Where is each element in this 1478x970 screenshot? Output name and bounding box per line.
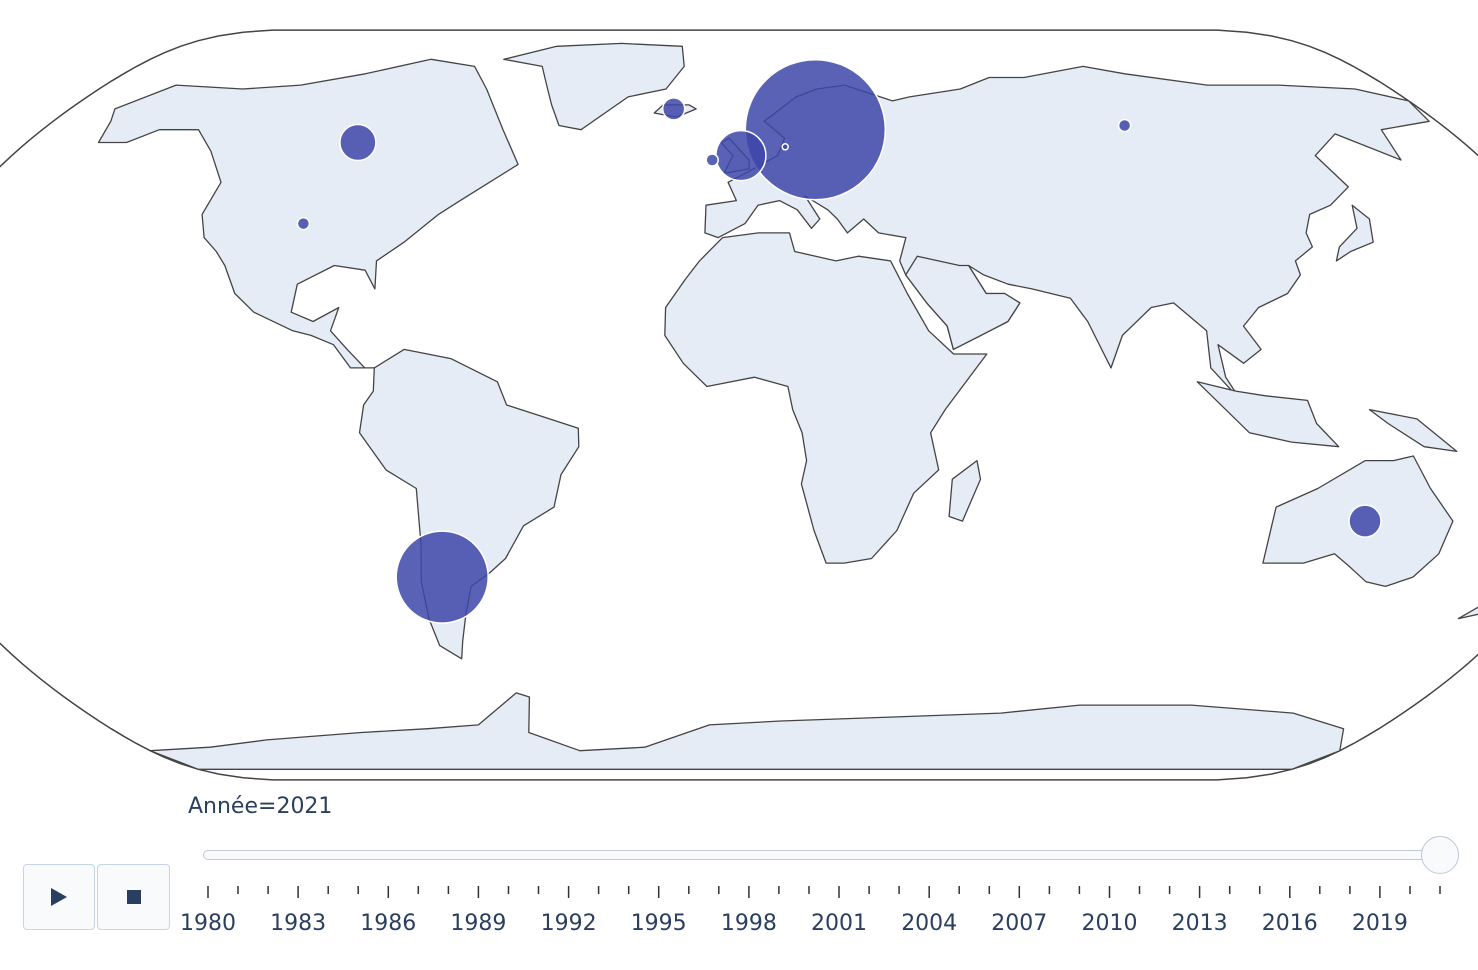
stop-button[interactable] <box>97 864 170 930</box>
slider-tick-label: 2016 <box>1262 911 1318 936</box>
marker-united-kingdom[interactable] <box>715 129 767 182</box>
africa-land <box>664 232 988 564</box>
marker-united-states[interactable] <box>296 216 311 231</box>
greenland-land <box>503 42 685 131</box>
marker-australia[interactable] <box>1348 504 1382 538</box>
slider-tick-label: 1998 <box>721 911 777 936</box>
slider-tick-label: 2007 <box>991 911 1047 936</box>
play-icon <box>51 888 67 906</box>
slider-tick-label: 2004 <box>901 911 957 936</box>
slider-current-label: Année=2021 <box>188 794 333 819</box>
slider-tick-label: 2010 <box>1082 911 1138 936</box>
eurasia-land <box>704 65 1430 402</box>
antarctica-land <box>149 692 1345 770</box>
slider-tick-label: 2013 <box>1172 911 1228 936</box>
slider-tick-label: 1983 <box>270 911 326 936</box>
slider-tick-label: 2019 <box>1352 911 1408 936</box>
slider-tick-label: 1995 <box>631 911 687 936</box>
slider-tick-label: 2001 <box>811 911 867 936</box>
marker-canada[interactable] <box>339 123 377 162</box>
year-slider-track[interactable] <box>203 850 1438 860</box>
japan-land <box>1335 204 1374 262</box>
marker-ireland[interactable] <box>705 153 719 167</box>
stop-icon <box>126 890 141 904</box>
new-zealand-land <box>1457 606 1478 620</box>
marker-russia[interactable] <box>1117 118 1132 133</box>
slider-tick-label: 1992 <box>541 911 597 936</box>
slider-tick-label: 1986 <box>360 911 416 936</box>
year-slider-ticks: 1980 1983 1986 1989 1992 1995 1998 2001 2004 2007… <box>180 886 1441 936</box>
year-slider-handle[interactable] <box>1421 836 1459 874</box>
marker-denmark[interactable] <box>781 143 789 151</box>
indonesia-land <box>1196 381 1340 448</box>
world-map[interactable] <box>0 0 1478 790</box>
madagascar-land <box>948 459 982 522</box>
slider-tick-label: 1980 <box>180 911 236 936</box>
marker-scandinavia[interactable] <box>744 58 887 201</box>
new-guinea-land <box>1368 408 1458 453</box>
marker-iceland[interactable] <box>661 97 686 121</box>
marker-chile-argentina[interactable] <box>395 530 489 624</box>
play-button[interactable] <box>23 864 95 930</box>
slider-tick-label: 1989 <box>450 911 506 936</box>
arabia-land <box>905 255 1021 351</box>
north-america-land <box>97 58 519 369</box>
